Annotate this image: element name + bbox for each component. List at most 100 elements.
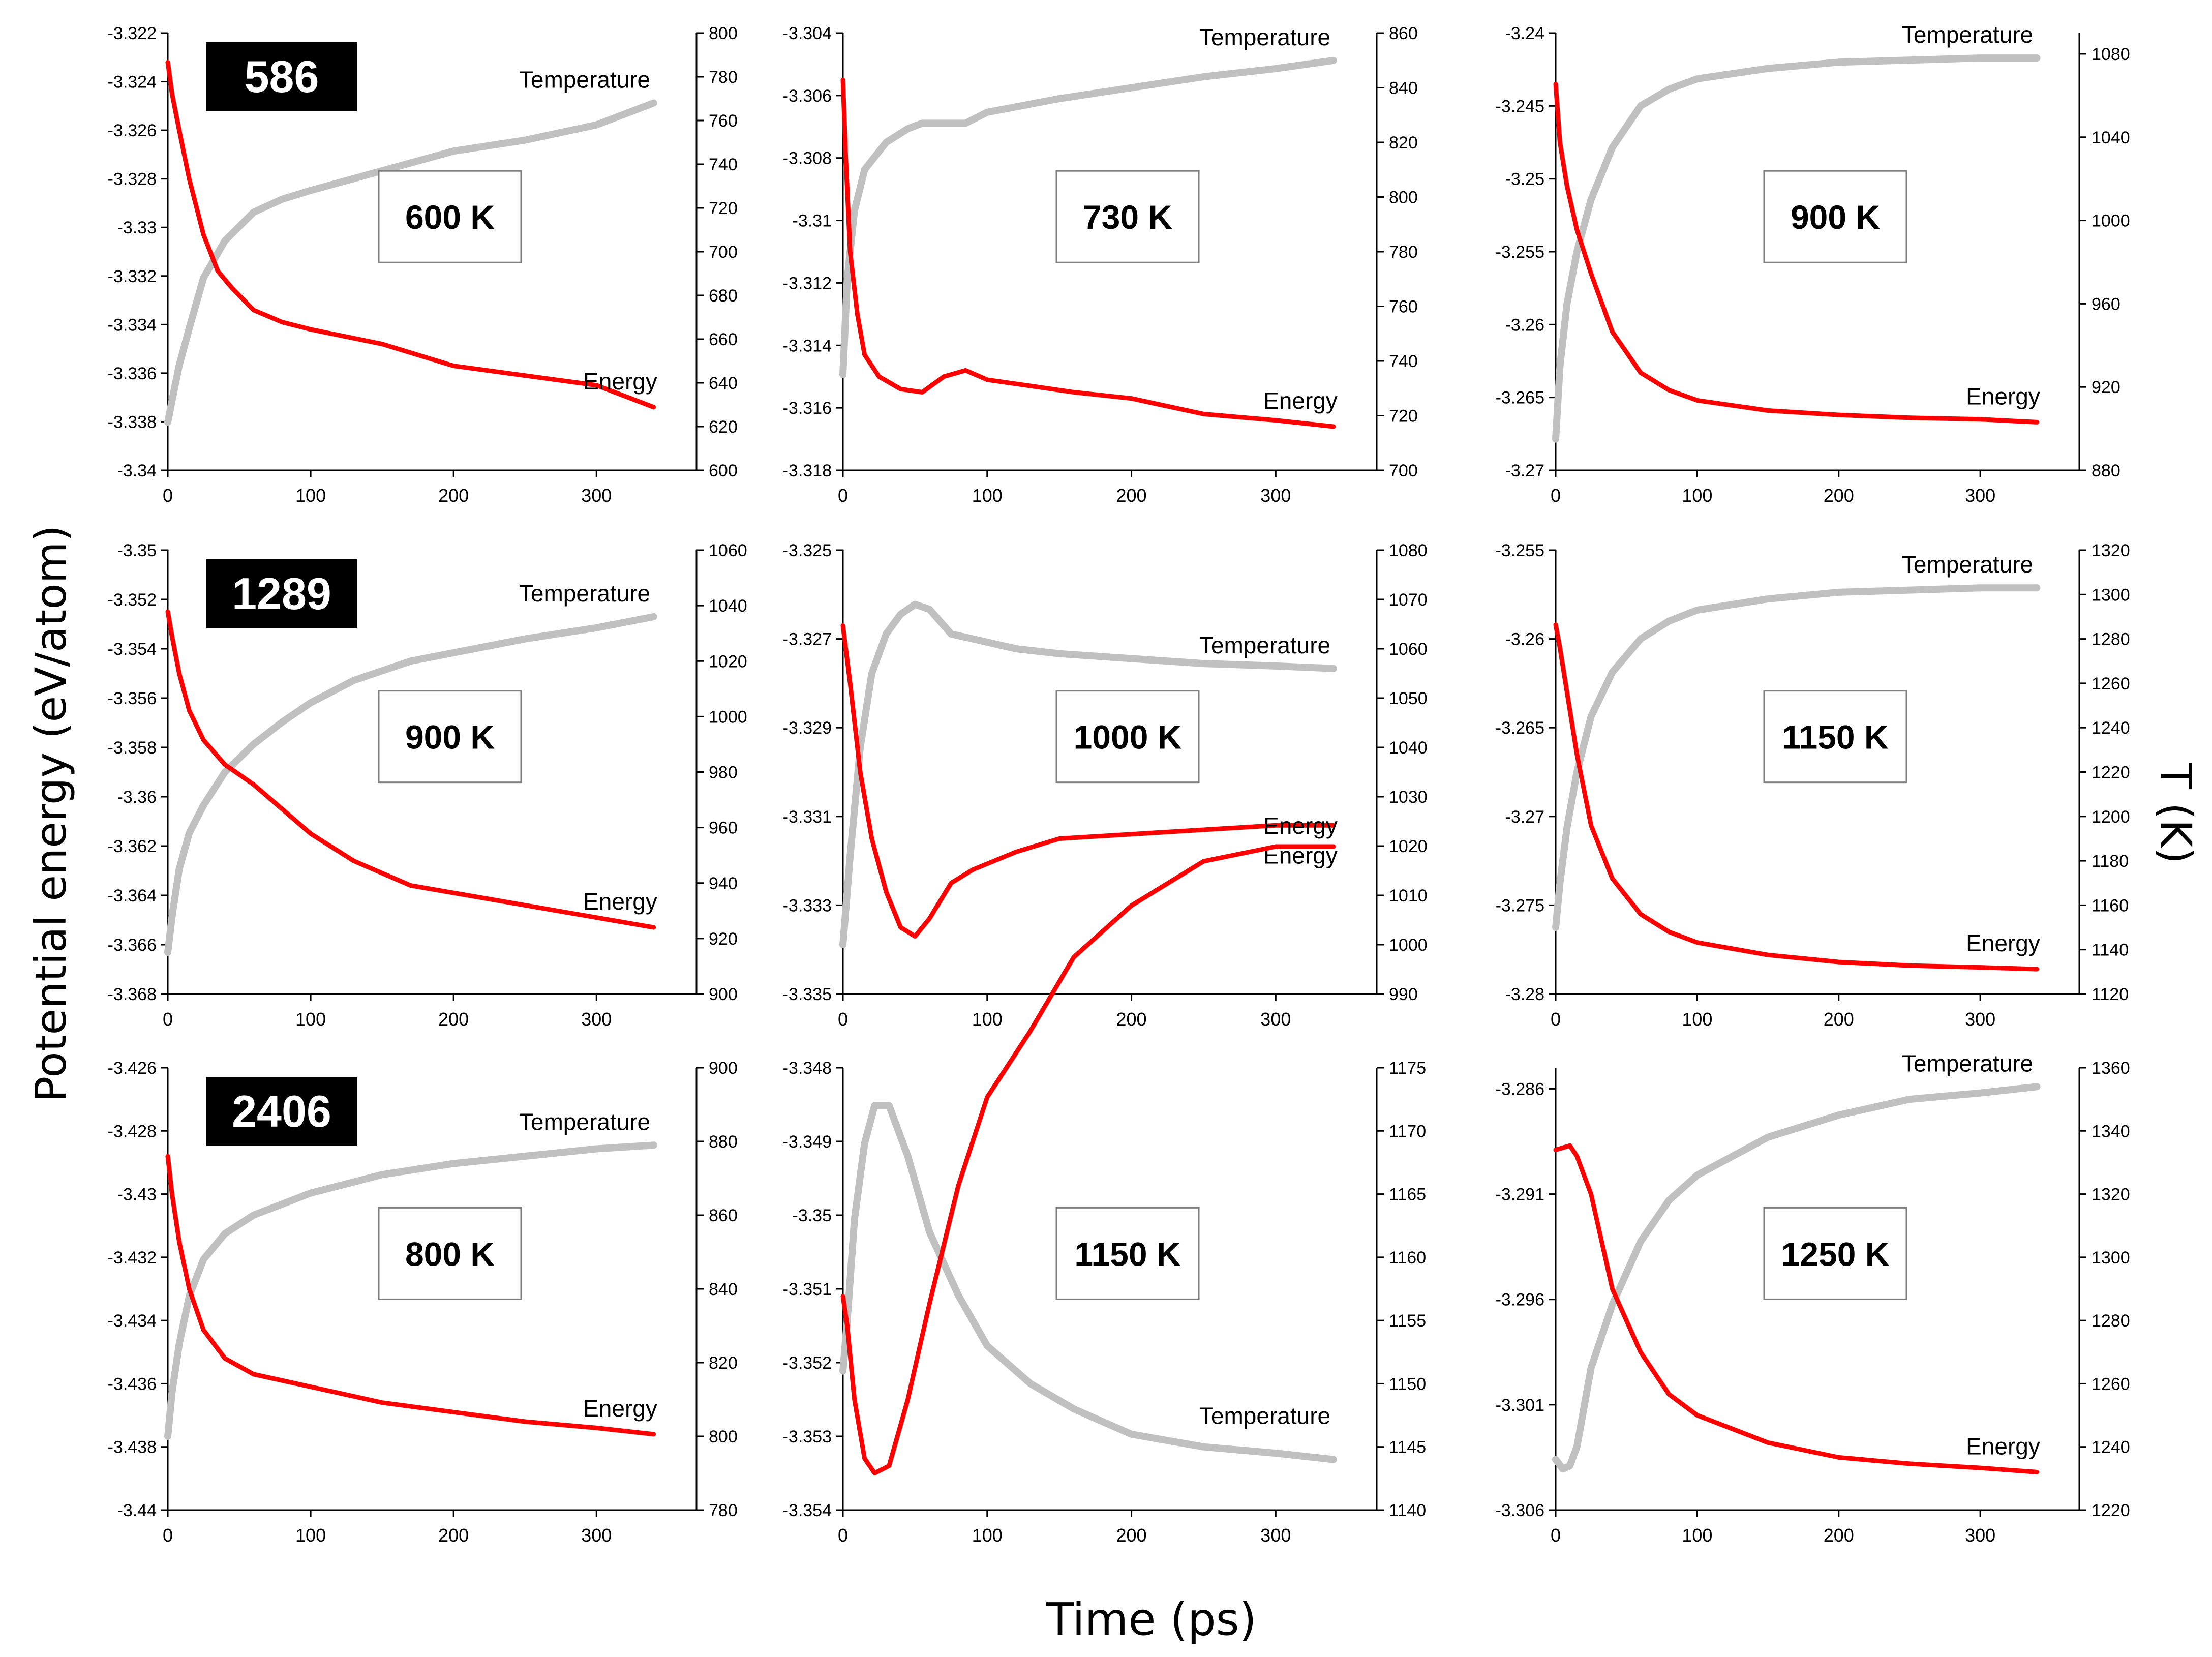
energy-series-line [840,844,1336,1475]
temperature-tick-label: 1050 [1389,689,1428,708]
temperature-series-line [164,613,657,956]
energy-series-label: Energy [1966,1433,2040,1459]
temperature-tick-label: 1220 [2092,763,2130,782]
panel-9: -3.286 -3.291 -3.296 -3.301 -3.306 1360 1340 13… [1496,1050,2130,1546]
panel-5: -3.325 -3.327 -3.329 -3.331 -3.333 -3.335 1080… [783,541,1428,1030]
energy-tick-label: -3.336 [108,364,157,383]
energy-tick-label: -3.335 [783,985,832,1004]
energy-tick-label: -3.348 [783,1059,832,1078]
temperature-tick-label: 800 [709,1427,738,1447]
temperature-series-line [164,1141,657,1440]
target-temperature-box [1763,170,1907,263]
energy-tick-label: -3.255 [1496,541,1544,560]
temperature-tick-label: 860 [709,1206,738,1225]
energy-tick-label: -3.428 [108,1122,157,1141]
temperature-tick-label: 1300 [2092,585,2130,605]
x-tick-label: 100 [295,1525,326,1546]
x-tick-label: 300 [581,1009,612,1030]
temperature-tick-label: 620 [709,417,738,437]
temperature-tick-label: 960 [2092,294,2120,314]
energy-tick-label: -3.24 [1505,24,1545,43]
temperature-tick-label: 740 [1389,352,1418,371]
energy-series-line [165,1154,656,1437]
temperature-tick-label: 800 [1389,188,1418,207]
temperature-series-line [839,1102,1337,1463]
energy-tick-label: -3.366 [108,936,157,955]
temperature-tick-label: 960 [709,819,738,838]
x-axis-title: Time (ps) [1046,1593,1257,1646]
x-tick-label: 100 [1682,485,1712,506]
temperature-tick-label: 1200 [2092,807,2130,827]
x-tick-label: 100 [295,1009,326,1030]
energy-tick-label: -3.255 [1496,243,1544,262]
temperature-tick-label: 1260 [2092,674,2130,694]
temperature-tick-label: 860 [1389,24,1418,43]
x-tick-label: 300 [1965,1009,1995,1030]
x-tick-label: 0 [838,1009,848,1030]
temperature-tick-label: 1170 [1389,1122,1426,1141]
energy-series-line [840,623,1336,939]
energy-series-label: Energy [583,888,657,915]
energy-series-label: Energy [583,368,657,395]
temperature-tick-label: 1165 [1389,1185,1426,1204]
temperature-tick-label: 780 [709,1501,738,1520]
temperature-tick-label: 1020 [1389,837,1428,856]
temperature-tick-label: 1120 [2092,985,2129,1004]
temperature-tick-label: 1000 [709,707,747,727]
x-tick-label: 300 [1260,1525,1291,1546]
energy-tick-label: -3.362 [108,837,157,856]
temperature-series-line [1552,584,2041,931]
target-temperature-label: 1250 K [1781,1235,1890,1273]
energy-tick-label: -3.27 [1505,807,1545,827]
x-tick-label: 0 [163,1009,173,1030]
x-tick-label: 200 [1116,1009,1147,1030]
x-tick-label: 300 [581,485,612,506]
energy-series-line [1553,1143,2039,1474]
energy-tick-label: -3.326 [108,121,157,140]
temperature-series-label: Temperature [1199,632,1330,658]
temperature-tick-label: 1030 [1389,788,1428,807]
energy-tick-label: -3.306 [1496,1501,1544,1520]
temperature-tick-label: 1240 [2092,1438,2130,1457]
target-temperature-box [378,1207,522,1300]
x-tick-label: 200 [1116,485,1147,506]
temperature-tick-label: 680 [709,286,738,306]
energy-tick-label: -3.354 [783,1501,832,1520]
energy-tick-label: -3.434 [108,1311,157,1331]
energy-tick-label: -3.25 [1505,170,1545,189]
x-tick-label: 100 [972,1525,1003,1546]
energy-tick-label: -3.332 [108,267,157,286]
target-temperature-box [378,690,522,784]
energy-tick-label: -3.338 [108,412,157,432]
energy-series-line [1553,622,2039,972]
x-tick-label: 0 [163,485,173,506]
energy-tick-label: -3.31 [793,212,832,231]
temperature-series-line [1552,1083,2041,1473]
temperature-tick-label: 990 [1389,985,1418,1004]
temperature-tick-label: 840 [1389,79,1418,98]
energy-tick-label: -3.327 [783,630,832,649]
energy-tick-label: -3.35 [117,541,157,560]
temperature-tick-label: 840 [709,1280,738,1299]
temperature-series-label: Temperature [519,580,650,607]
temperature-tick-label: 1340 [2092,1122,2130,1141]
x-tick-label: 200 [438,485,469,506]
target-temperature-label: 1150 K [1074,1235,1181,1273]
energy-tick-label: -3.44 [117,1501,157,1520]
energy-tick-label: -3.275 [1496,896,1544,915]
energy-tick-label: -3.296 [1496,1290,1544,1310]
energy-tick-label: -3.34 [117,461,157,480]
x-tick-label: 200 [438,1525,469,1546]
x-tick-label: 0 [1551,1009,1561,1030]
target-temperature-box [1763,690,1907,784]
x-tick-label: 0 [1551,1525,1561,1546]
structure-badge-label: 2406 [232,1086,331,1136]
temperature-tick-label: 1160 [1389,1248,1426,1268]
temperature-series-label: Temperature [1902,551,2033,578]
energy-tick-label: -3.27 [1505,461,1545,480]
temperature-tick-label: 1300 [2092,1248,2130,1268]
target-temperature-label: 900 K [1791,198,1880,236]
energy-tick-label: -3.43 [117,1185,157,1204]
energy-tick-label: -3.26 [1505,315,1545,335]
x-tick-label: 300 [1260,485,1291,506]
